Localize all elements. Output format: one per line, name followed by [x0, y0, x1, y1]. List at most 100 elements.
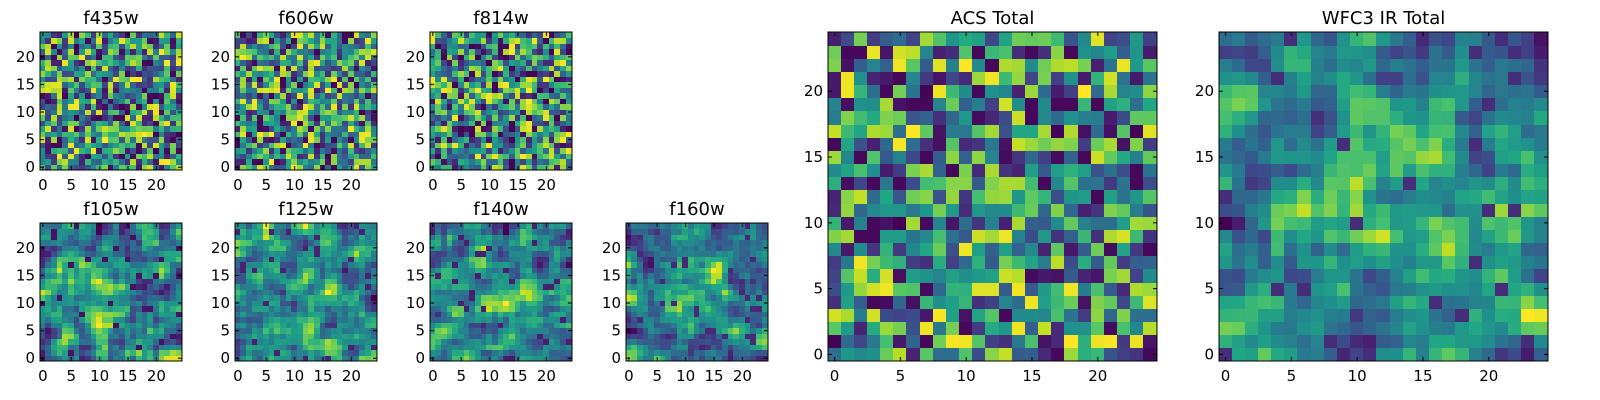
y-tick-label: 20: [406, 239, 425, 257]
heatmap-cell: [257, 136, 264, 143]
heatmap-cell: [458, 87, 465, 93]
heatmap-cell: [291, 37, 298, 44]
heatmap-cell: [62, 311, 69, 317]
heatmap-cell: [893, 203, 907, 217]
heatmap-cell: [354, 65, 360, 71]
heatmap-cell: [464, 300, 470, 306]
heatmap-cell: [1064, 282, 1079, 296]
heatmap-cell: [554, 48, 561, 55]
heatmap-cell: [430, 147, 436, 154]
heatmap-cell: [176, 43, 182, 49]
heatmap-cell: [441, 234, 448, 240]
heatmap-cell: [660, 283, 666, 290]
heatmap-cell: [240, 305, 247, 312]
heatmap-cell: [51, 256, 58, 262]
heatmap-cell: [337, 136, 343, 143]
heatmap-cell: [68, 311, 75, 317]
heatmap-cell: [142, 158, 148, 165]
heatmap-cell: [441, 333, 448, 339]
heatmap-cell: [543, 250, 550, 257]
heatmap-cell: [566, 267, 572, 273]
heatmap-cell: [359, 239, 366, 246]
heatmap-cell: [1078, 295, 1092, 309]
heatmap-cell: [543, 327, 550, 334]
heatmap-cell: [62, 261, 69, 268]
heatmap-cell: [337, 92, 343, 99]
heatmap-cell: [62, 81, 69, 88]
x-tick-label: 5: [456, 176, 466, 194]
heatmap-cell: [68, 81, 75, 88]
heatmap-cell: [867, 216, 881, 230]
heatmap-cell: [342, 278, 349, 284]
heatmap-cell: [756, 300, 763, 306]
heatmap-cell: [549, 120, 555, 126]
heatmap-cell: [492, 228, 499, 235]
heatmap-cell: [359, 349, 366, 356]
heatmap-cell: [509, 65, 516, 71]
heatmap-cell: [257, 87, 264, 93]
heatmap-cell: [733, 322, 740, 328]
heatmap-cell: [359, 272, 366, 279]
heatmap-cell: [365, 327, 372, 334]
heatmap-cell: [458, 120, 465, 126]
heatmap-cell: [108, 250, 114, 257]
heatmap-cell: [469, 158, 476, 165]
heatmap-cell: [475, 272, 482, 279]
axes-frame: [39, 222, 183, 362]
heatmap-cell: [566, 311, 572, 317]
heatmap-cell: [643, 239, 649, 246]
heatmap-cell: [252, 43, 258, 49]
heatmap-cell: [1038, 229, 1052, 243]
heatmap-cell: [269, 289, 275, 295]
heatmap-cell: [303, 65, 309, 71]
heatmap-cell: [560, 32, 567, 38]
heatmap-cell: [40, 114, 46, 121]
heatmap-cell: [526, 147, 533, 154]
heatmap-cell: [176, 70, 182, 77]
heatmap-cell: [867, 163, 881, 177]
heatmap-cell: [252, 300, 258, 306]
heatmap-cell: [342, 327, 349, 334]
heatmap-cell: [756, 272, 763, 279]
heatmap-cell: [51, 316, 58, 323]
heatmap-cell: [286, 355, 292, 361]
heatmap-cell: [671, 349, 678, 356]
heatmap-cell: [74, 142, 80, 148]
heatmap-cell: [130, 37, 137, 44]
heatmap-cell: [728, 333, 734, 339]
heatmap-cell: [136, 305, 143, 312]
heatmap-cell: [728, 239, 734, 246]
heatmap-cell: [631, 234, 638, 240]
heatmap-cell: [79, 147, 86, 154]
heatmap-cell: [235, 228, 241, 235]
heatmap-cell: [263, 109, 270, 115]
heatmap-cell: [164, 147, 171, 154]
x-tick-label: 15: [313, 176, 332, 194]
heatmap-cell: [303, 32, 309, 38]
heatmap-cell: [705, 272, 712, 279]
heatmap-cell: [486, 327, 493, 334]
heatmap-cell: [153, 37, 160, 44]
heatmap-cell: [566, 322, 572, 328]
heatmap-cell: [314, 294, 321, 301]
heatmap-cell: [331, 234, 338, 240]
heatmap-cell: [933, 321, 947, 335]
heatmap-cell: [452, 305, 459, 312]
heatmap-cell: [257, 76, 264, 82]
heatmap-cell: [331, 136, 338, 143]
y-tick-label: 5: [415, 131, 425, 149]
heatmap-cell: [543, 37, 550, 44]
heatmap-cell: [435, 109, 442, 115]
heatmap-cell: [235, 311, 241, 317]
heatmap-cell: [274, 59, 281, 66]
heatmap-cell: [566, 142, 572, 148]
heatmap-cell: [371, 92, 377, 99]
heatmap-cell: [314, 305, 321, 312]
heatmap-cell: [176, 349, 182, 356]
heatmap-cell: [51, 294, 58, 301]
heatmap-cell: [108, 81, 114, 88]
heatmap-cell: [854, 321, 868, 335]
heatmap-cell: [342, 70, 349, 77]
heatmap-cell: [240, 261, 247, 268]
y-tick-label: 15: [16, 266, 35, 284]
